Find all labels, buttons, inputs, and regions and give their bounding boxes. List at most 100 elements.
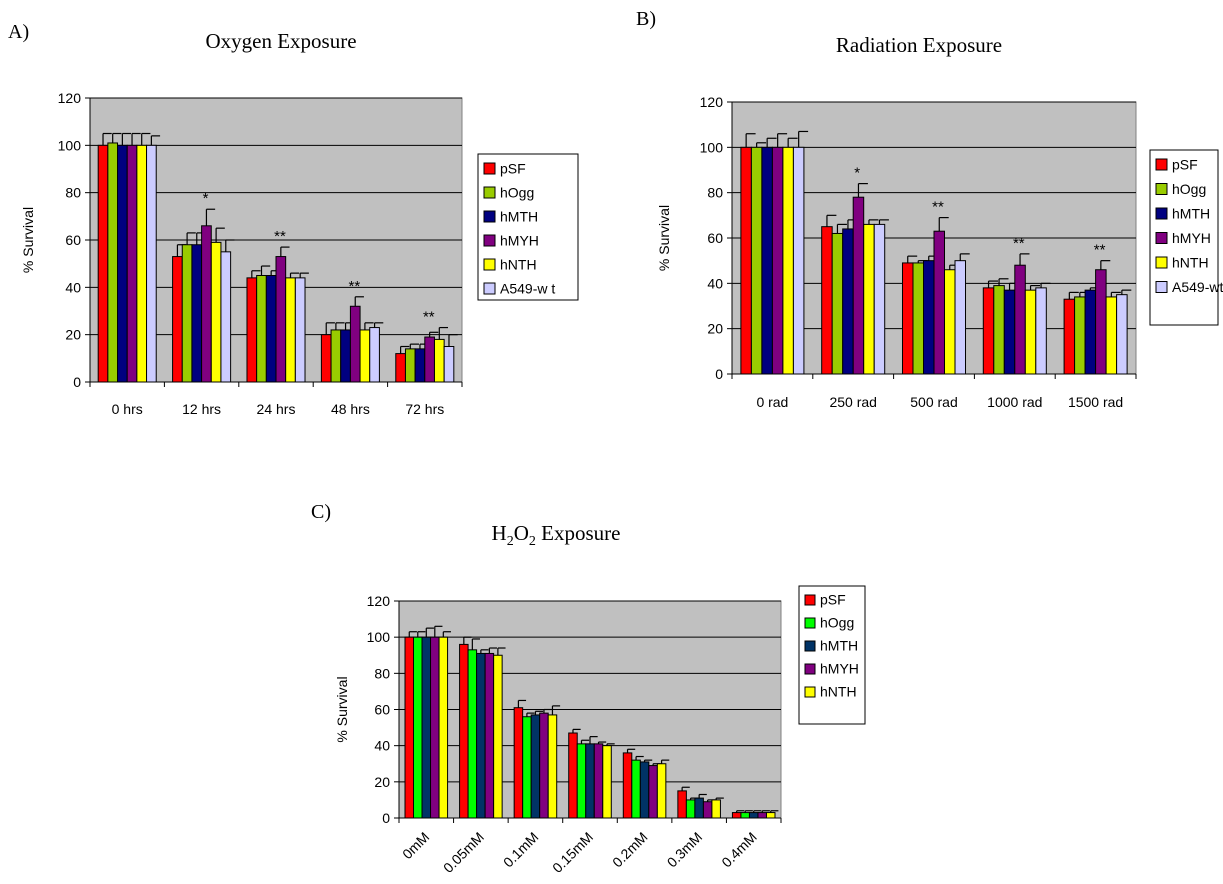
legend-swatch bbox=[483, 234, 496, 247]
bar bbox=[421, 636, 432, 819]
chart-title: Radiation Exposure bbox=[836, 33, 1002, 57]
legend-swatch bbox=[804, 640, 816, 652]
legend-swatch bbox=[1155, 281, 1168, 293]
y-tick-label: 80 bbox=[65, 185, 81, 201]
y-tick-label: 20 bbox=[65, 327, 81, 343]
bar bbox=[459, 643, 469, 819]
bar bbox=[404, 636, 415, 819]
bar bbox=[172, 256, 183, 383]
bar bbox=[954, 260, 967, 375]
legend-entry: A549-wt bbox=[1172, 279, 1223, 295]
bar bbox=[369, 327, 380, 383]
y-tick-label: 120 bbox=[700, 94, 724, 110]
bar bbox=[430, 636, 440, 819]
bar bbox=[359, 329, 371, 383]
chart-title: H2O2 Exposure bbox=[492, 521, 621, 549]
bar bbox=[842, 228, 854, 375]
y-tick-label: 100 bbox=[700, 139, 724, 155]
y-axis-label: % Survival bbox=[334, 676, 350, 742]
bar bbox=[1063, 298, 1076, 375]
x-tick-label: 1000 rad bbox=[987, 394, 1042, 410]
bar bbox=[438, 636, 449, 819]
x-tick-label: 500 rad bbox=[910, 394, 957, 410]
bar bbox=[944, 269, 956, 375]
legend-box bbox=[798, 585, 866, 725]
legend-entry: hOgg bbox=[500, 185, 534, 201]
bar bbox=[414, 348, 426, 383]
legend-swatch bbox=[1155, 183, 1168, 195]
y-tick-label: 60 bbox=[707, 230, 723, 246]
bar bbox=[740, 146, 752, 375]
bar bbox=[340, 329, 351, 383]
legend-entry: hMTH bbox=[500, 209, 538, 225]
y-tick-label: 100 bbox=[58, 137, 82, 153]
legend-swatch bbox=[1155, 158, 1168, 171]
legend-swatch bbox=[483, 210, 496, 223]
significance-marker: ** bbox=[349, 278, 361, 295]
bar bbox=[750, 146, 763, 375]
legend-entry: hMTH bbox=[1172, 206, 1210, 222]
bar bbox=[711, 799, 721, 819]
bar bbox=[1084, 289, 1097, 375]
bar bbox=[136, 144, 148, 383]
legend-entry: hNTH bbox=[1172, 255, 1209, 271]
bar bbox=[602, 745, 612, 819]
legend-swatch bbox=[804, 594, 816, 606]
bar bbox=[181, 244, 193, 383]
legend-swatch bbox=[804, 663, 816, 675]
bar bbox=[493, 654, 503, 819]
bar bbox=[201, 225, 212, 383]
y-tick-label: 120 bbox=[58, 90, 82, 106]
legend-swatch bbox=[804, 686, 816, 698]
bar bbox=[731, 812, 742, 819]
legend: pSF hOgg hMTH hMYH hNTH bbox=[798, 585, 866, 725]
bar bbox=[1105, 296, 1118, 375]
y-tick-label: 0 bbox=[73, 374, 81, 390]
bar bbox=[873, 223, 886, 375]
legend-swatch bbox=[1155, 256, 1168, 269]
bar bbox=[97, 144, 109, 383]
bar bbox=[1095, 269, 1107, 375]
chart-title-part: H bbox=[492, 521, 507, 545]
bar bbox=[539, 712, 549, 819]
y-tick-label: 0 bbox=[382, 810, 390, 826]
y-tick-label: 60 bbox=[65, 232, 81, 248]
bar bbox=[107, 142, 119, 383]
x-tick-label: 48 hrs bbox=[331, 401, 370, 417]
bar bbox=[912, 262, 924, 375]
bar bbox=[210, 241, 222, 383]
bar bbox=[901, 262, 914, 375]
significance-marker: ** bbox=[932, 199, 944, 216]
legend-box bbox=[477, 153, 579, 301]
chart-panel-2: B) Radiation Exposure 0 20 40 60 80 100 120 % Sur… bbox=[636, 8, 1223, 410]
bar bbox=[656, 763, 667, 819]
legend-swatch bbox=[1155, 207, 1168, 220]
bar bbox=[265, 275, 277, 383]
legend: pSF hOgg hMTH hMYH hNTH A549-w t bbox=[477, 153, 579, 301]
bar bbox=[631, 759, 641, 819]
bar bbox=[639, 761, 650, 819]
x-tick-label: 0.1mM bbox=[500, 829, 542, 871]
x-tick-label: 0 hrs bbox=[112, 401, 143, 417]
bar bbox=[761, 146, 773, 375]
legend-swatch bbox=[1155, 232, 1168, 244]
bar bbox=[576, 743, 587, 819]
x-tick-label: 24 hrs bbox=[257, 401, 296, 417]
bar bbox=[852, 196, 865, 375]
bar bbox=[568, 732, 578, 819]
legend-swatch bbox=[483, 186, 496, 199]
bar bbox=[349, 305, 361, 383]
bar bbox=[1024, 289, 1037, 375]
bar bbox=[275, 256, 287, 383]
panel-letter: B) bbox=[636, 8, 656, 30]
x-tick-label: 250 rad bbox=[829, 394, 876, 410]
bar bbox=[933, 230, 946, 375]
y-tick-label: 40 bbox=[374, 738, 390, 754]
bar bbox=[648, 765, 658, 819]
chart-title-part: 2 bbox=[507, 534, 514, 549]
y-tick-label: 20 bbox=[374, 774, 390, 790]
bar bbox=[484, 652, 495, 819]
x-tick-label: 1500 rad bbox=[1068, 394, 1123, 410]
